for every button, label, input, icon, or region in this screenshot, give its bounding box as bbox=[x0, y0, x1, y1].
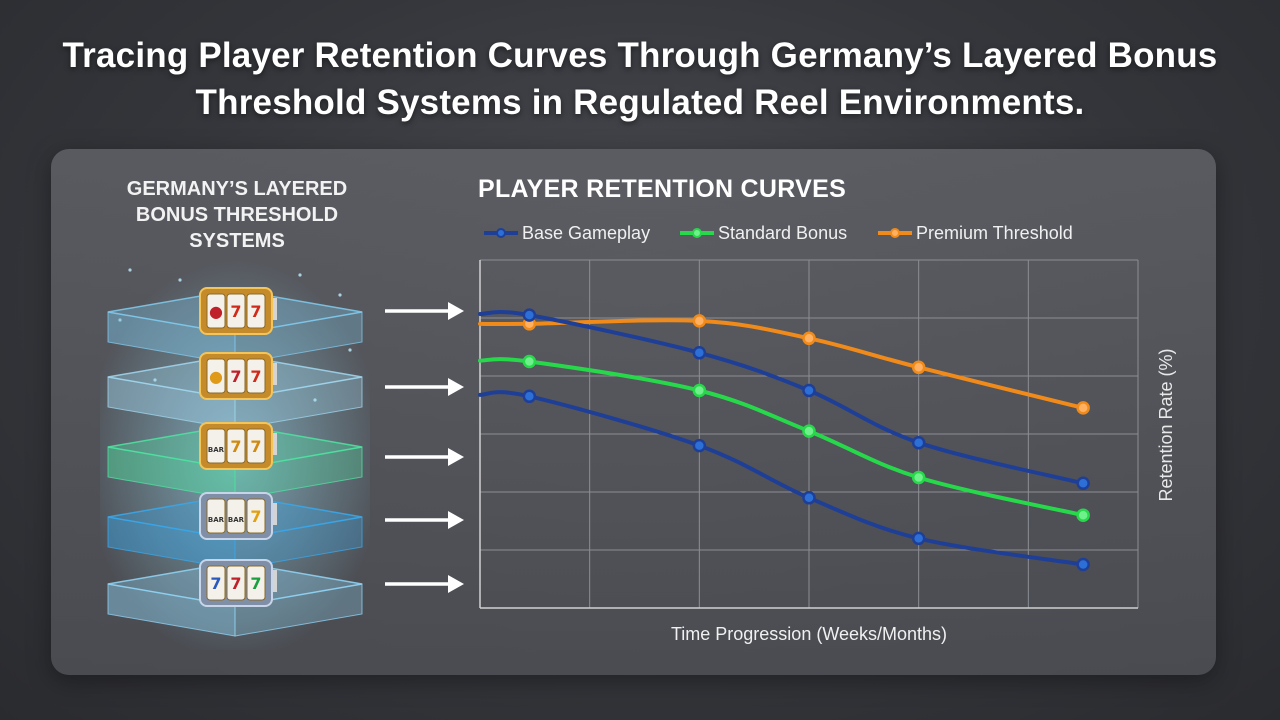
bonus-layer-3: BAR 7 7 bbox=[107, 422, 363, 500]
series-line-premium-threshold bbox=[478, 318, 1086, 410]
data-point-premium-threshold-2 bbox=[692, 314, 707, 328]
bonus-layer-4: BAR BAR 7 bbox=[107, 492, 363, 570]
retention-chart bbox=[478, 259, 1139, 609]
data-point-premium-threshold-4 bbox=[911, 360, 926, 375]
layer-right-face bbox=[234, 376, 363, 430]
reel-symbol: 7 bbox=[250, 507, 261, 526]
data-point-standard-bonus-3 bbox=[802, 424, 816, 438]
reel-window bbox=[226, 565, 246, 601]
layer-arrows bbox=[385, 302, 464, 593]
series-base-gameplay bbox=[478, 308, 1090, 491]
data-point-base-gameplay-2 bbox=[692, 346, 707, 360]
arrow-2 bbox=[385, 378, 464, 396]
legend-swatch-base bbox=[484, 228, 518, 238]
series-premium-threshold bbox=[478, 314, 1090, 415]
reel-symbol: 7 bbox=[250, 367, 261, 386]
legend-swatch-premium bbox=[878, 228, 912, 238]
data-point-standard-bonus-2 bbox=[692, 383, 707, 398]
reel-symbol: 7 bbox=[250, 302, 261, 321]
sparkle-2 bbox=[298, 273, 302, 277]
reel-symbol: 7 bbox=[230, 437, 241, 456]
reel-symbol: ● bbox=[209, 302, 223, 321]
legend-swatch-standard bbox=[680, 228, 714, 238]
reel-window bbox=[246, 293, 266, 329]
layer-right-face bbox=[234, 583, 363, 637]
reel-symbol: 7 bbox=[250, 574, 261, 593]
arrow-4 bbox=[385, 511, 464, 529]
sparkle-5 bbox=[348, 348, 352, 352]
reel-window bbox=[226, 358, 246, 394]
series-base-gameplay-lower bbox=[478, 389, 1090, 572]
slot-lever bbox=[273, 298, 277, 320]
slot-lever bbox=[273, 433, 277, 455]
data-point-premium-threshold-3 bbox=[802, 331, 816, 346]
reel-window bbox=[226, 498, 246, 534]
slot-lever bbox=[273, 503, 277, 525]
reel-symbol: ● bbox=[209, 367, 223, 386]
y-axis-label: Retention Rate (%) bbox=[1156, 348, 1176, 502]
reel-window bbox=[226, 293, 246, 329]
data-point-standard-bonus-1 bbox=[522, 354, 537, 369]
data-point-premium-threshold-5 bbox=[1076, 401, 1090, 415]
layered-systems-title: GERMANY’S LAYERED BONUS THRESHOLD SYSTEM… bbox=[126, 178, 348, 252]
series-standard-bonus bbox=[478, 354, 1090, 522]
legend-label-base: Base Gameplay bbox=[522, 223, 651, 243]
reel-window bbox=[206, 565, 226, 601]
reel-window bbox=[206, 498, 226, 534]
reel-symbol: BAR bbox=[208, 516, 225, 524]
reel-symbol: BAR bbox=[208, 446, 225, 454]
chart-title: PLAYER RETENTION CURVES bbox=[478, 175, 847, 203]
reel-symbol: BAR bbox=[228, 516, 245, 524]
legend-label-standard: Standard Bonus bbox=[718, 223, 848, 243]
data-point-base-gameplay-5 bbox=[1076, 476, 1090, 491]
series-line-base-gameplay bbox=[478, 309, 1086, 486]
arrow-1 bbox=[385, 302, 464, 320]
reel-symbol: 7 bbox=[230, 302, 241, 321]
bonus-layer-1: ● 7 7 bbox=[107, 287, 363, 365]
reel-window bbox=[206, 428, 226, 464]
data-point-base-gameplay-lower-3 bbox=[802, 491, 816, 505]
sparkle-6 bbox=[153, 378, 157, 382]
layer-right-face bbox=[234, 446, 363, 500]
reel-symbol: 7 bbox=[230, 367, 241, 386]
bonus-layer-2: ● 7 7 bbox=[107, 352, 363, 430]
data-point-base-gameplay-lower-5 bbox=[1076, 557, 1090, 572]
reel-symbol: 7 bbox=[230, 574, 241, 593]
data-point-base-gameplay-lower-2 bbox=[692, 438, 707, 453]
x-axis-label: Time Progression (Weeks/Months) bbox=[670, 624, 948, 644]
sparkle-3 bbox=[338, 293, 342, 297]
reel-window bbox=[246, 565, 266, 601]
sparkle-4 bbox=[118, 318, 122, 322]
reel-window bbox=[246, 498, 266, 534]
chart-grid bbox=[480, 259, 1139, 608]
data-point-base-gameplay-3 bbox=[802, 383, 816, 398]
slot-lever bbox=[273, 570, 277, 592]
slot-lever bbox=[273, 363, 277, 385]
reel-symbol: 7 bbox=[250, 437, 261, 456]
data-point-base-gameplay-4 bbox=[911, 435, 926, 450]
arrow-3 bbox=[385, 448, 464, 466]
reel-window bbox=[246, 428, 266, 464]
reel-window bbox=[206, 358, 226, 394]
data-point-base-gameplay-1 bbox=[522, 308, 537, 322]
data-point-standard-bonus-5 bbox=[1076, 508, 1090, 522]
sparkle-1 bbox=[178, 278, 182, 282]
reel-window bbox=[246, 358, 266, 394]
sparkle-0 bbox=[128, 268, 132, 272]
reel-window bbox=[206, 293, 226, 329]
reel-window bbox=[226, 428, 246, 464]
sparkle-7 bbox=[313, 398, 317, 402]
data-point-standard-bonus-4 bbox=[911, 470, 926, 485]
page-title: Tracing Player Retention Curves Through … bbox=[62, 36, 1218, 122]
reel-symbol: 7 bbox=[210, 574, 221, 593]
data-point-base-gameplay-lower-1 bbox=[522, 389, 537, 404]
arrow-5 bbox=[385, 575, 464, 593]
legend-label-premium: Premium Threshold bbox=[916, 223, 1073, 243]
data-point-base-gameplay-lower-4 bbox=[911, 531, 926, 546]
